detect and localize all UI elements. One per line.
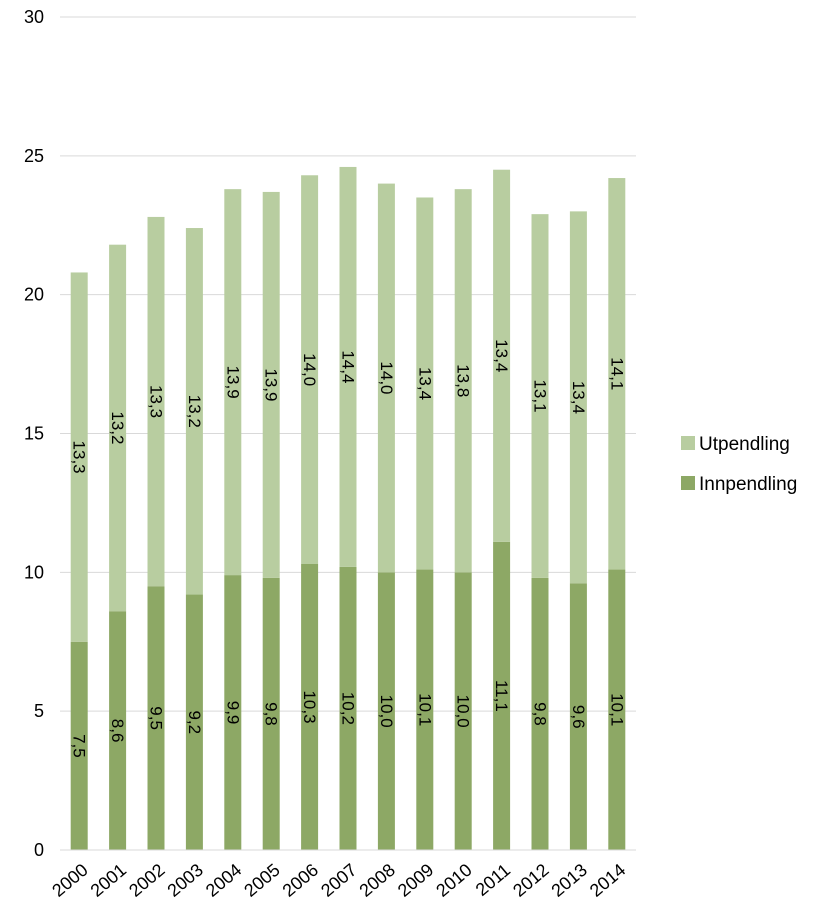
bar-segment-utpendling xyxy=(185,228,203,595)
x-tick-label: 2006 xyxy=(279,860,323,901)
data-label: 9,2 xyxy=(185,710,204,734)
data-label: 13,8 xyxy=(454,364,473,397)
data-label: 10,0 xyxy=(454,695,473,728)
legend-swatch xyxy=(681,436,695,450)
bars xyxy=(70,166,626,850)
y-tick-label: 25 xyxy=(24,146,44,166)
bar-segment-innpendling xyxy=(262,577,280,850)
data-label: 10,0 xyxy=(377,695,396,728)
bar-segment-utpendling xyxy=(608,178,626,570)
x-tick-label: 2000 xyxy=(48,860,92,901)
data-label: 9,8 xyxy=(531,702,550,726)
data-label: 13,4 xyxy=(569,381,588,414)
bar-segment-innpendling xyxy=(454,572,472,850)
bar-segment-innpendling xyxy=(301,564,319,850)
bar-segment-innpendling xyxy=(185,594,203,850)
legend-swatch xyxy=(681,476,695,490)
bar-segment-innpendling xyxy=(608,569,626,850)
bar-segment-utpendling xyxy=(224,189,242,576)
x-tick-label: 2005 xyxy=(240,860,284,901)
bar-segment-utpendling xyxy=(454,189,472,573)
data-label: 13,4 xyxy=(492,339,511,372)
bar-segment-utpendling xyxy=(531,214,549,578)
data-label: 13,3 xyxy=(70,441,89,474)
legend-label: Innpendling xyxy=(699,474,797,495)
y-tick-label: 10 xyxy=(24,562,44,582)
y-tick-label: 5 xyxy=(34,701,44,721)
x-tick-label: 2012 xyxy=(509,860,553,901)
data-label: 10,1 xyxy=(607,693,626,726)
data-label: 8,6 xyxy=(108,719,127,743)
data-label: 13,2 xyxy=(108,411,127,444)
data-label: 13,1 xyxy=(531,379,550,412)
data-label: 14,4 xyxy=(339,350,358,383)
x-tick-label: 2001 xyxy=(87,860,131,901)
data-label: 13,9 xyxy=(223,366,242,399)
x-tick-label: 2011 xyxy=(472,860,515,900)
data-label: 9,9 xyxy=(223,701,242,725)
x-tick-label: 2014 xyxy=(586,860,630,901)
data-label: 14,0 xyxy=(377,361,396,394)
bar-segment-innpendling xyxy=(339,566,357,850)
data-label: 10,1 xyxy=(415,693,434,726)
y-tick-label: 30 xyxy=(24,7,44,27)
legend: Utpendling Innpendling xyxy=(681,434,797,495)
bar-segment-innpendling xyxy=(569,583,587,850)
bar-segment-utpendling xyxy=(147,216,165,587)
bar-segment-utpendling xyxy=(493,169,511,542)
bar-segment-utpendling xyxy=(416,197,434,570)
y-axis: 0 5 10 15 20 25 30 xyxy=(24,7,44,860)
data-labels: 7,5 13,3 8,6 13,2 9,5 13,3 9,2 13,2 9,9 13,9 9,8 13… xyxy=(70,339,627,757)
bar-segment-innpendling xyxy=(531,577,549,850)
data-label: 7,5 xyxy=(70,734,89,758)
x-tick-label: 2007 xyxy=(317,860,361,901)
x-tick-label: 2002 xyxy=(125,860,169,901)
data-label: 13,2 xyxy=(185,395,204,428)
data-label: 14,1 xyxy=(607,357,626,390)
bar-segment-utpendling xyxy=(569,211,587,584)
x-tick-label: 2010 xyxy=(432,860,476,901)
y-tick-label: 20 xyxy=(24,285,44,305)
data-label: 13,3 xyxy=(147,385,166,418)
x-axis: 2000200120022003200420052006200720082009… xyxy=(48,849,636,901)
bar-segment-innpendling xyxy=(147,586,165,850)
data-label: 10,2 xyxy=(339,692,358,725)
data-label: 13,9 xyxy=(262,368,281,401)
bar-segment-utpendling xyxy=(70,272,88,642)
bar-segment-innpendling xyxy=(109,611,127,850)
bar-segment-innpendling xyxy=(70,641,88,850)
bar-segment-innpendling xyxy=(224,575,242,850)
data-label: 11,1 xyxy=(492,680,511,712)
bar-segment-utpendling xyxy=(301,175,319,565)
x-tick-label: 2008 xyxy=(355,860,399,901)
bar-segment-utpendling xyxy=(262,191,280,578)
legend-label: Utpendling xyxy=(699,434,790,455)
data-label: 9,5 xyxy=(147,706,166,730)
x-tick-label: 2003 xyxy=(163,860,207,901)
data-label: 10,3 xyxy=(300,690,319,723)
data-label: 13,4 xyxy=(415,367,434,400)
bar-segment-utpendling xyxy=(339,166,357,567)
y-tick-label: 15 xyxy=(24,424,44,444)
x-tick-label: 2013 xyxy=(547,860,591,901)
bar-segment-innpendling xyxy=(416,569,434,850)
data-label: 9,6 xyxy=(569,705,588,729)
bar-segment-utpendling xyxy=(377,183,395,573)
bar-segment-innpendling xyxy=(377,572,395,850)
x-tick-label: 2009 xyxy=(394,860,438,901)
x-tick-label: 2004 xyxy=(202,860,246,901)
y-tick-label: 0 xyxy=(34,840,44,860)
data-label: 9,8 xyxy=(262,702,281,726)
bar-segment-innpendling xyxy=(493,541,511,850)
bar-segment-utpendling xyxy=(109,244,127,612)
data-label: 14,0 xyxy=(300,353,319,386)
